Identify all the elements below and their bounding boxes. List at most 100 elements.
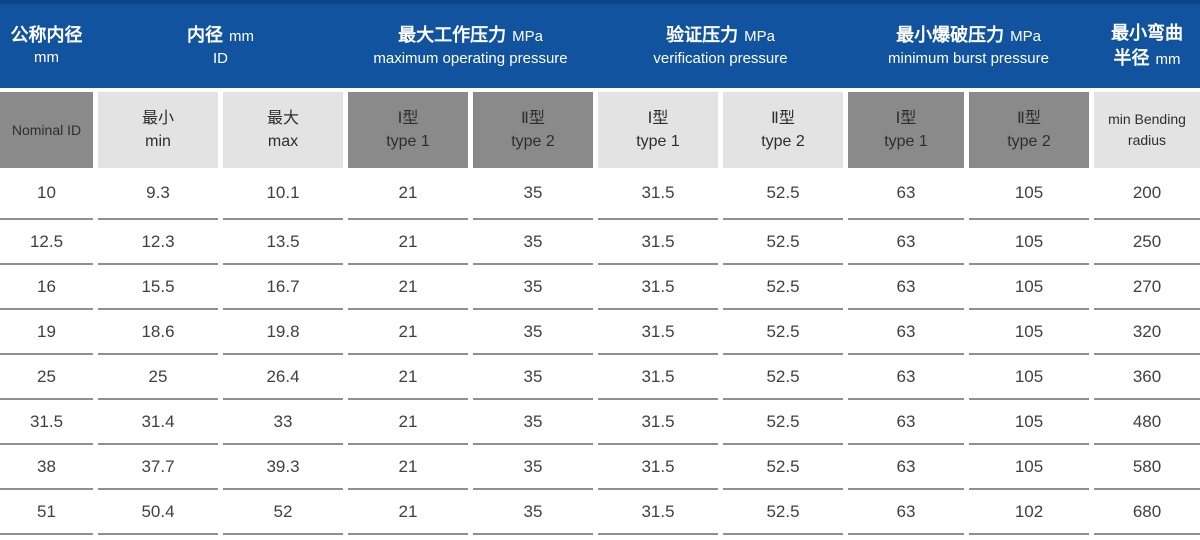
table-cell: 25 bbox=[98, 355, 218, 400]
table-cell: 63 bbox=[848, 355, 964, 400]
table-cell: 10.1 bbox=[223, 168, 343, 220]
header-sub-zh: 半径 bbox=[1113, 48, 1150, 69]
table-cell: 31.5 bbox=[598, 490, 718, 535]
header-sub: verification pressure bbox=[653, 49, 788, 67]
header-group-max-operating-pressure: 最大工作压力 MPa maximum operating pressure bbox=[348, 24, 593, 69]
table-cell: 31.5 bbox=[0, 400, 93, 445]
subheader-nominal-id: Nominal ID bbox=[0, 92, 93, 168]
header-title: 最大工作压力 bbox=[398, 24, 507, 45]
table-cell: 52 bbox=[223, 490, 343, 535]
table-cell: 31.5 bbox=[598, 445, 718, 490]
table-cell: 105 bbox=[969, 265, 1089, 310]
header-unit: MPa bbox=[744, 27, 775, 45]
table-cell: 31.5 bbox=[598, 310, 718, 355]
table-cell: 10 bbox=[0, 168, 93, 220]
table-cell: 52.5 bbox=[723, 168, 843, 220]
table-cell: 19 bbox=[0, 310, 93, 355]
table-cell: 15.5 bbox=[98, 265, 218, 310]
header-group-inner-diameter: 内径 mm ID bbox=[98, 24, 343, 69]
subheader-mop-type2: Ⅱ型 type 2 bbox=[473, 92, 593, 168]
subheader-line2: min bbox=[145, 133, 171, 150]
table-cell: 16.7 bbox=[223, 265, 343, 310]
subheader-line1: Ⅰ型 bbox=[647, 109, 669, 127]
table-row: 10 9.3 10.1 21 35 31.5 52.5 63 105 200 bbox=[0, 168, 1200, 220]
header-subline: ID bbox=[98, 50, 343, 69]
subheader-line2: type 2 bbox=[511, 133, 555, 150]
table-cell: 105 bbox=[969, 355, 1089, 400]
header-line: 最小弯曲 bbox=[1094, 22, 1200, 45]
table-cell: 250 bbox=[1094, 220, 1200, 265]
subheader-line1: 最小 bbox=[141, 109, 174, 127]
table-cell: 105 bbox=[969, 310, 1089, 355]
header-group-min-bending-radius: 最小弯曲 半径 mm bbox=[1094, 22, 1200, 70]
table-cell: 21 bbox=[348, 400, 468, 445]
table-cell: 200 bbox=[1094, 168, 1200, 220]
header-subline: minimum burst pressure bbox=[848, 50, 1089, 69]
table-cell: 63 bbox=[848, 310, 964, 355]
table-row: 51 50.4 52 21 35 31.5 52.5 63 102 680 bbox=[0, 490, 1200, 535]
table-cell: 480 bbox=[1094, 400, 1200, 445]
header-unit: MPa bbox=[512, 27, 543, 45]
table-cell: 51 bbox=[0, 490, 93, 535]
subheader-line2: type 1 bbox=[386, 133, 430, 150]
table-cell: 21 bbox=[348, 265, 468, 310]
header-sub: ID bbox=[213, 49, 228, 67]
subheader-line1: Ⅰ型 bbox=[397, 109, 419, 127]
table-cell: 52.5 bbox=[723, 400, 843, 445]
table-cell: 270 bbox=[1094, 265, 1200, 310]
header-sub: mm bbox=[1155, 51, 1181, 69]
subheader-line2: type 2 bbox=[761, 133, 805, 150]
table-cell: 680 bbox=[1094, 490, 1200, 535]
table-cell: 52.5 bbox=[723, 445, 843, 490]
subheader-min-bending-radius: min Bending radius bbox=[1094, 92, 1200, 168]
table-cell: 21 bbox=[348, 355, 468, 400]
table-cell: 18.6 bbox=[98, 310, 218, 355]
subheader-line2: type 1 bbox=[636, 133, 680, 150]
table-row: 16 15.5 16.7 21 35 31.5 52.5 63 105 270 bbox=[0, 265, 1200, 310]
table-cell: 105 bbox=[969, 220, 1089, 265]
header-line: 公称内径 bbox=[0, 24, 93, 47]
subheader-line2: radius bbox=[1127, 132, 1167, 148]
table-cell: 21 bbox=[348, 490, 468, 535]
table-cell: 35 bbox=[473, 220, 593, 265]
table-cell: 105 bbox=[969, 400, 1089, 445]
table-cell: 21 bbox=[348, 310, 468, 355]
table-cell: 16 bbox=[0, 265, 93, 310]
table-cell: 52.5 bbox=[723, 310, 843, 355]
header-group-nominal-bore: 公称内径 mm bbox=[0, 24, 93, 68]
header-subline: mm bbox=[0, 49, 93, 68]
table-cell: 21 bbox=[348, 220, 468, 265]
subheader-line1: Ⅰ型 bbox=[895, 109, 917, 127]
table-cell: 360 bbox=[1094, 355, 1200, 400]
table-cell: 580 bbox=[1094, 445, 1200, 490]
subheader-line1: min Bending bbox=[1108, 111, 1186, 128]
table-cell: 31.5 bbox=[598, 220, 718, 265]
table-cell: 35 bbox=[473, 490, 593, 535]
table-cell: 33 bbox=[223, 400, 343, 445]
table-cell: 39.3 bbox=[223, 445, 343, 490]
table-cell: 31.5 bbox=[598, 400, 718, 445]
header-title: 验证压力 bbox=[666, 24, 739, 45]
header-subline: verification pressure bbox=[598, 50, 843, 69]
header-subline: 半径 mm bbox=[1094, 47, 1200, 70]
subheader-min: 最小 min bbox=[98, 92, 218, 168]
header-unit: mm bbox=[229, 27, 254, 45]
table-cell: 320 bbox=[1094, 310, 1200, 355]
table-cell: 63 bbox=[848, 445, 964, 490]
table-cell: 31.5 bbox=[598, 265, 718, 310]
table-cell: 35 bbox=[473, 445, 593, 490]
subheader-line2: type 2 bbox=[1007, 133, 1051, 150]
subheader-mop-type1: Ⅰ型 type 1 bbox=[348, 92, 468, 168]
header-sub: mm bbox=[34, 49, 59, 67]
table-cell: 21 bbox=[348, 445, 468, 490]
table-cell: 52.5 bbox=[723, 355, 843, 400]
header-unit: MPa bbox=[1010, 27, 1041, 45]
table-cell: 38 bbox=[0, 445, 93, 490]
table-cell: 63 bbox=[848, 220, 964, 265]
subheader-line2: max bbox=[267, 133, 299, 150]
table-cell: 13.5 bbox=[223, 220, 343, 265]
table-cell: 63 bbox=[848, 265, 964, 310]
table-cell: 9.3 bbox=[98, 168, 218, 220]
table-row: 31.5 31.4 33 21 35 31.5 52.5 63 105 480 bbox=[0, 400, 1200, 445]
